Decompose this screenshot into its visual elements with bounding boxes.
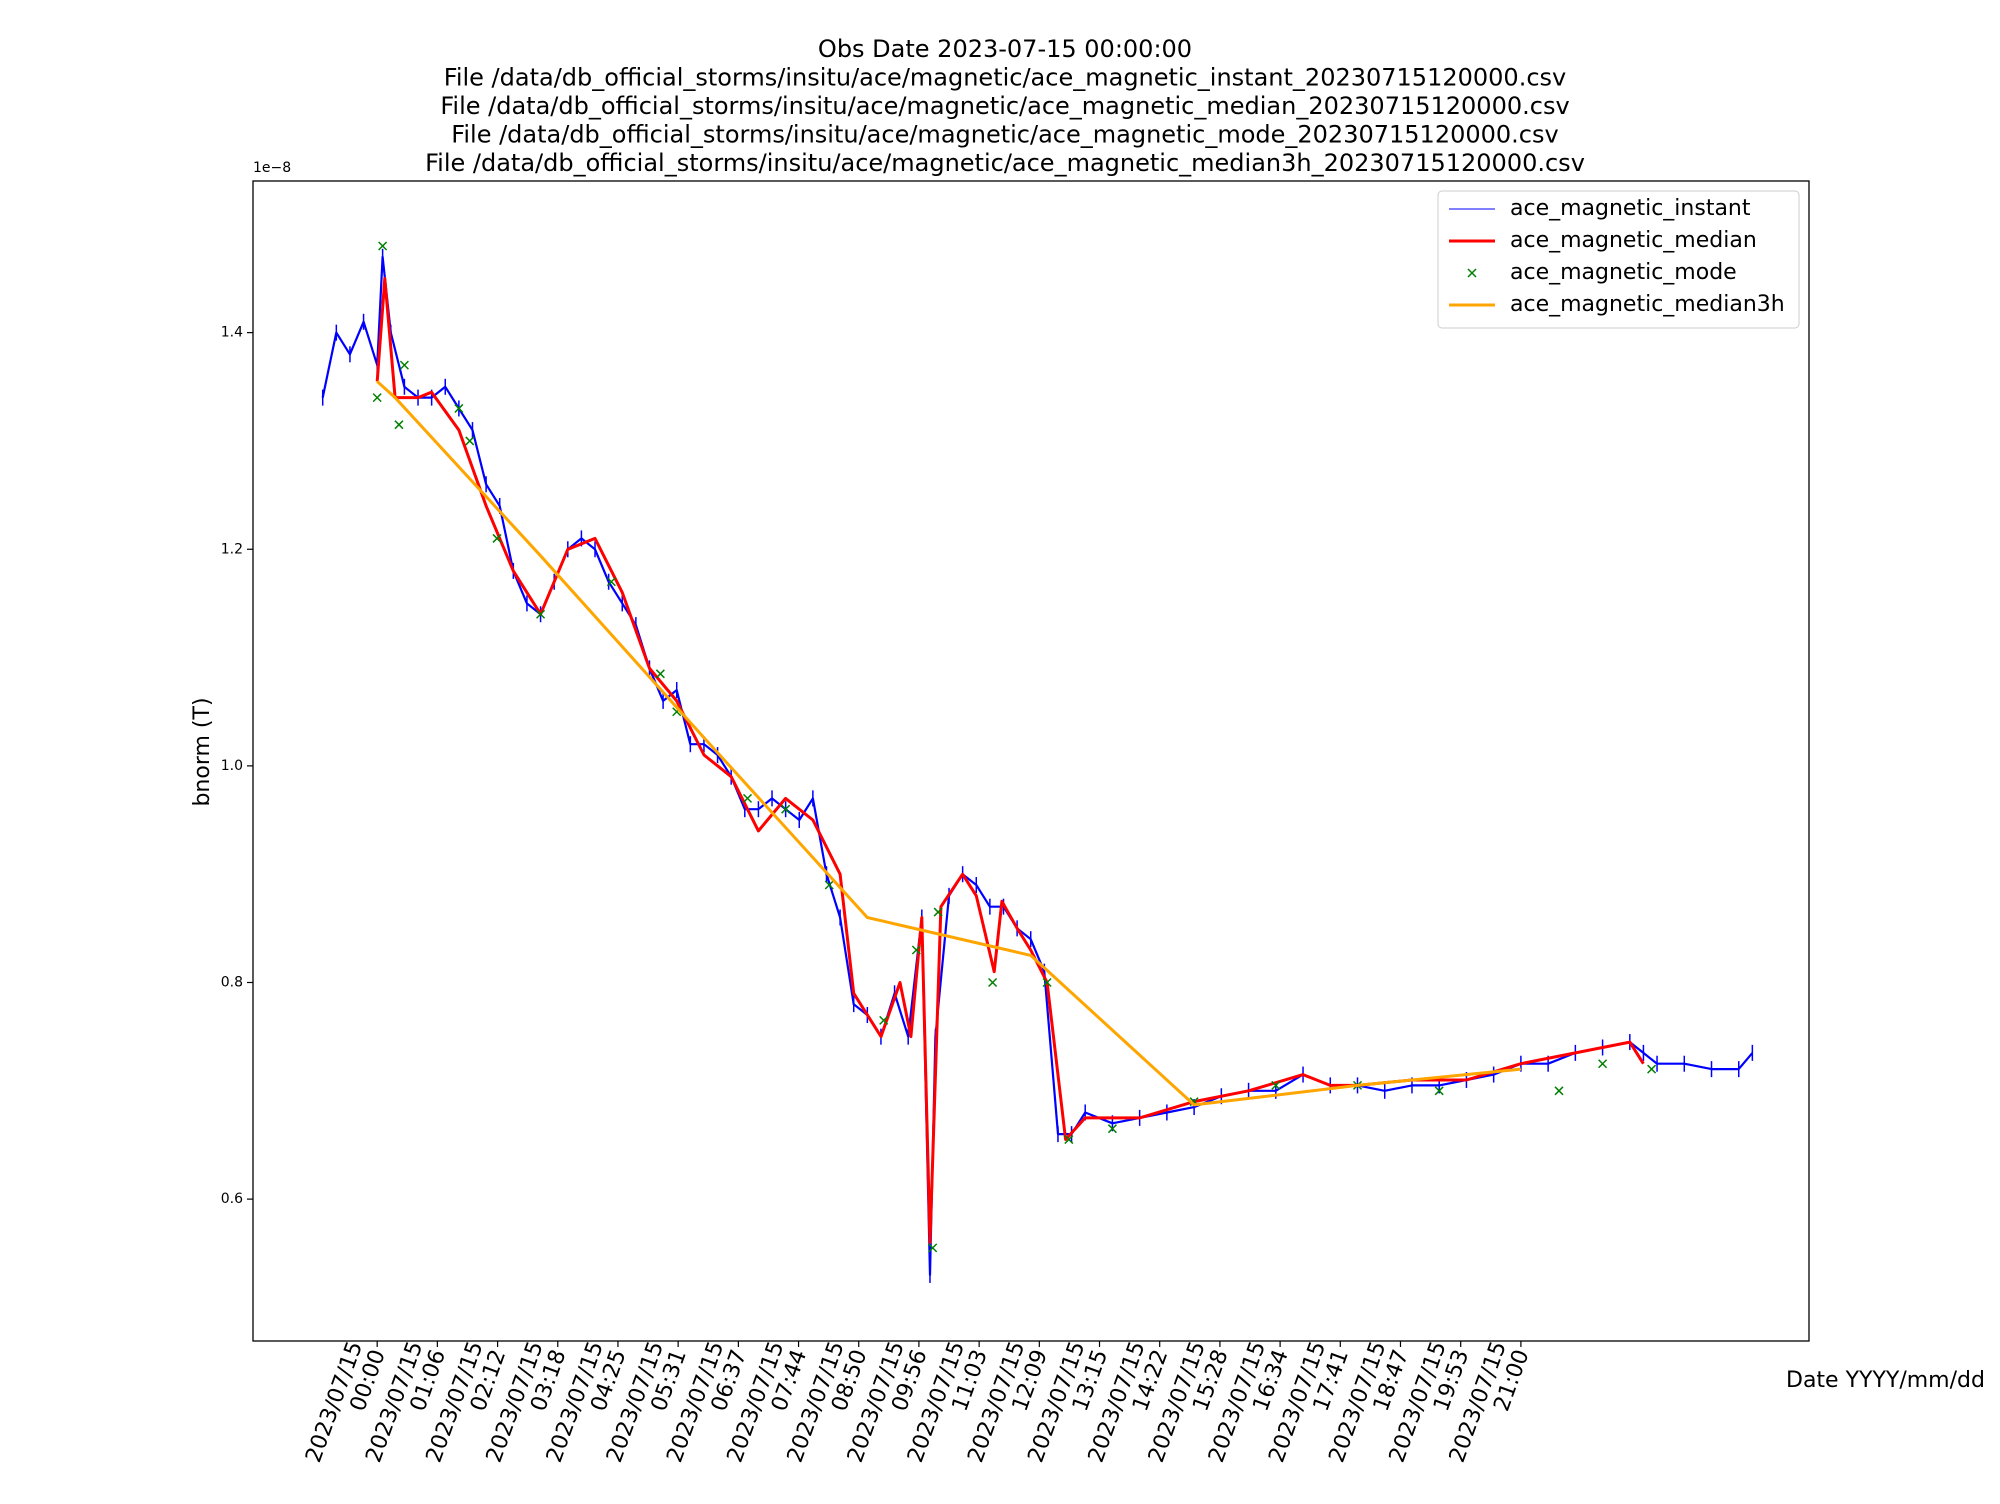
chart-title: File /data/db_official_storms/insitu/ace… bbox=[451, 121, 1558, 149]
chart-title: File /data/db_official_storms/insitu/ace… bbox=[444, 64, 1566, 92]
y-tick-label: 0.6 bbox=[221, 1191, 243, 1207]
mode-marker bbox=[1107, 1124, 1117, 1134]
legend-box bbox=[1437, 190, 1800, 329]
mode-marker bbox=[933, 907, 943, 917]
mode-marker bbox=[1598, 1059, 1608, 1069]
y-tick-label: 1.2 bbox=[221, 541, 243, 557]
series-line bbox=[376, 380, 1522, 1107]
chart-title: Obs Date 2023-07-15 00:00:00 bbox=[818, 35, 1192, 63]
legend-label: ace_magnetic_instant bbox=[1510, 196, 1751, 221]
mode-marker bbox=[911, 945, 921, 955]
mode-marker bbox=[1042, 977, 1052, 988]
mode-marker bbox=[536, 609, 546, 619]
mode-marker bbox=[655, 669, 665, 679]
mode-marker bbox=[454, 403, 464, 413]
y-offset-label: 1e−8 bbox=[253, 160, 291, 176]
mode-marker bbox=[372, 393, 382, 403]
series-line bbox=[375, 277, 1645, 1244]
chart-title: File /data/db_official_storms/insitu/ace… bbox=[425, 149, 1585, 177]
mode-marker bbox=[378, 241, 388, 251]
mode-marker bbox=[492, 533, 502, 543]
mode-marker bbox=[1554, 1086, 1564, 1096]
legend-label: ace_magnetic_median3h bbox=[1510, 292, 1785, 317]
mode-marker bbox=[988, 977, 998, 988]
legend-label: ace_magnetic_median bbox=[1510, 228, 1757, 253]
y-tick-label: 0.8 bbox=[221, 974, 243, 990]
mode-marker bbox=[781, 804, 791, 814]
legend-label: ace_magnetic_mode bbox=[1510, 260, 1737, 285]
mode-marker bbox=[1271, 1080, 1281, 1090]
x-axis-label: Date YYYY/mm/dd bbox=[1786, 1368, 1985, 1393]
mode-marker bbox=[1434, 1086, 1444, 1096]
legend-swatch bbox=[1467, 268, 1477, 278]
mode-marker bbox=[928, 1243, 938, 1253]
mode-marker bbox=[1647, 1064, 1657, 1074]
mode-marker bbox=[1064, 1135, 1074, 1145]
mode-marker bbox=[465, 436, 475, 446]
chart-title: File /data/db_official_storms/insitu/ace… bbox=[440, 92, 1569, 120]
mode-marker bbox=[824, 880, 834, 890]
y-tick-label: 1.4 bbox=[221, 325, 243, 341]
y-axis-label: bnorm (T) bbox=[190, 697, 215, 806]
mode-marker bbox=[606, 577, 616, 587]
mode-marker bbox=[742, 793, 753, 803]
plot-frame bbox=[252, 180, 1810, 1342]
mode-marker bbox=[399, 360, 409, 370]
y-tick-label: 1.0 bbox=[221, 758, 243, 774]
mode-marker bbox=[394, 420, 404, 430]
mode-marker bbox=[879, 1015, 889, 1025]
